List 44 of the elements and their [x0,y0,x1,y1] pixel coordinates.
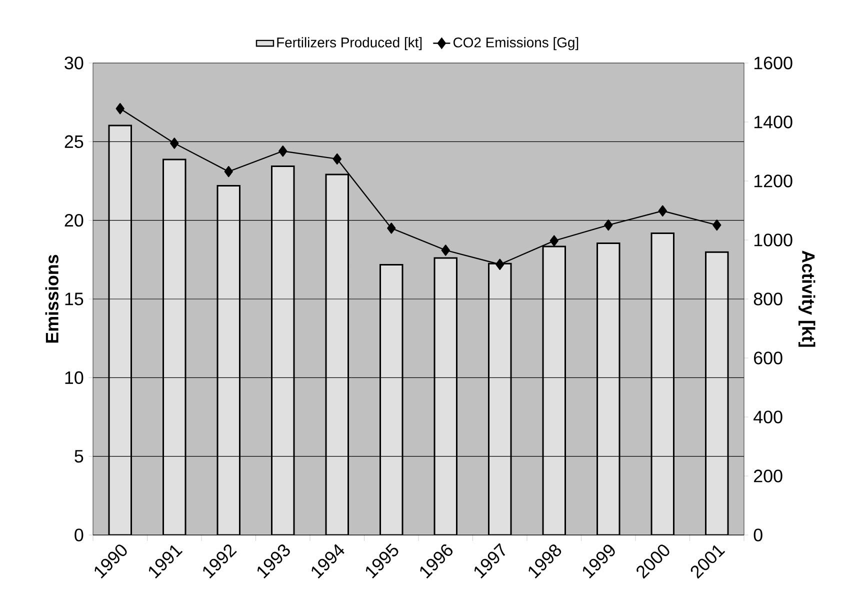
y2-tick-label: 600 [754,352,782,364]
y-axis-title: Emissions [45,254,58,343]
y2-tick-label: 200 [754,470,782,482]
y-tick-label: 25 [64,135,84,148]
point [658,205,667,216]
bar [488,262,512,535]
y-tick-label: 30 [64,56,84,70]
bar [542,246,566,535]
point [712,219,722,231]
y-tick-label: 20 [64,214,84,227]
y2-tick-label: 1400 [754,116,792,128]
y2-axis-title: Activity [kt] [798,250,816,347]
bar [325,174,349,535]
point [604,219,613,231]
y-tick-label: 10 [65,371,84,384]
point [496,258,504,270]
bar [108,124,132,535]
point [116,103,124,114]
bar [216,184,240,535]
point [170,138,179,149]
legend-label: CO2 Emissions [Gg] [453,37,578,50]
bar [380,264,404,535]
point [550,235,558,246]
y-tick-label: 0 [74,528,84,542]
y2-tick-label: 1200 [754,174,792,188]
y-tick-label: 15 [65,292,84,306]
point [441,244,450,256]
y2-tick-label: 1600 [754,56,792,70]
point [332,153,342,165]
legend-label: Fertilizers Produced [kt] [277,37,422,50]
point [278,146,288,157]
y2-tick-label: 1000 [754,234,792,246]
y2-tick-label: 0 [754,528,762,542]
point [224,166,233,178]
bar [705,251,729,535]
bar [271,165,295,535]
bar [596,242,620,535]
y2-tick-label: 800 [754,292,782,306]
point [387,222,396,234]
bar [162,158,186,535]
y-tick-label: 5 [74,450,84,463]
y2-tick-label: 400 [754,410,782,424]
bar [650,232,675,535]
bar [434,257,458,535]
